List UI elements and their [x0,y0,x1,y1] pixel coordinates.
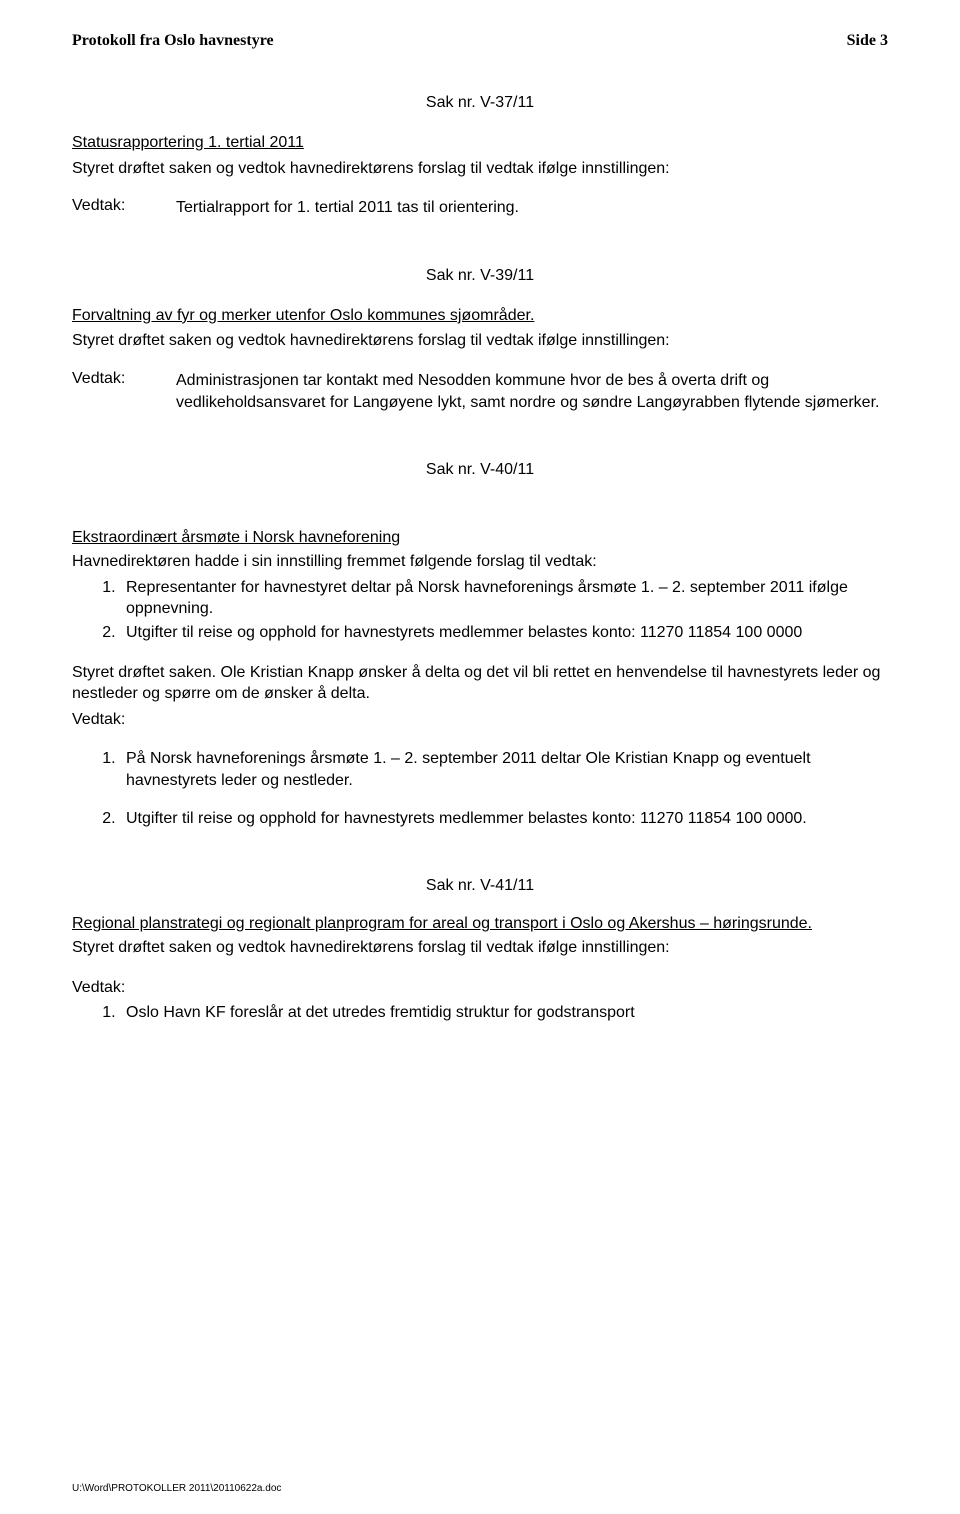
vedtak-row: Vedtak: Administrasjonen tar kontakt med… [72,370,888,413]
section-title: Ekstraordinært årsmøte i Norsk havnefore… [72,529,400,546]
section-body: Styret drøftet saken og vedtok havnedire… [72,330,888,352]
section-intro: Forvaltning av fyr og merker utenfor Osl… [72,305,888,327]
vedtak-label: Vedtak: [72,197,176,219]
vedtak-label: Vedtak: [72,709,888,731]
section-intro: Statusrapportering 1. tertial 2011 [72,132,888,154]
case-number: Sak nr. V-37/11 [72,94,888,112]
case-number: Sak nr. V-40/11 [72,461,888,479]
case-number: Sak nr. V-41/11 [72,877,888,895]
vedtak-list: På Norsk havneforenings årsmøte 1. – 2. … [72,748,888,829]
section-intro: Regional planstrategi og regionalt planp… [72,915,888,933]
case-number: Sak nr. V-39/11 [72,267,888,285]
vedtak-list: Oslo Havn KF foreslår at det utredes fre… [72,1002,888,1024]
list-item: Oslo Havn KF foreslår at det utredes fre… [120,1002,888,1024]
list-item: Utgifter til reise og opphold for havnes… [120,808,888,830]
list-item: Representanter for havnestyret deltar på… [120,577,888,620]
section-intro: Ekstraordinært årsmøte i Norsk havnefore… [72,529,888,547]
section-title: Forvaltning av fyr og merker utenfor Osl… [72,307,534,324]
document-page: Protokoll fra Oslo havnestyre Side 3 Sak… [0,0,960,1514]
header-right: Side 3 [847,32,888,50]
section-title: Statusrapportering 1. tertial 2011 [72,134,304,151]
section-body: Havnedirektøren hadde i sin innstilling … [72,551,888,573]
footer-path: U:\Word\PROTOKOLLER 2011\20110622a.doc [72,1483,281,1494]
vedtak-content: Administrasjonen tar kontakt med Nesodde… [176,370,888,413]
list-item: På Norsk havneforenings årsmøte 1. – 2. … [120,748,888,791]
vedtak-label: Vedtak: [72,370,176,413]
vedtak-row: Vedtak: Tertialrapport for 1. tertial 20… [72,197,888,219]
vedtak-label: Vedtak: [72,977,888,999]
section-title: Regional planstrategi og regionalt planp… [72,915,812,932]
proposal-list: Representanter for havnestyret deltar på… [72,577,888,644]
section-body: Styret drøftet saken. Ole Kristian Knapp… [72,662,888,705]
header-left: Protokoll fra Oslo havnestyre [72,32,274,50]
page-header: Protokoll fra Oslo havnestyre Side 3 [72,32,888,50]
section-body: Styret drøftet saken og vedtok havnedire… [72,158,888,180]
vedtak-content: Tertialrapport for 1. tertial 2011 tas t… [176,197,888,219]
section-body: Styret drøftet saken og vedtok havnedire… [72,937,888,959]
list-item: Utgifter til reise og opphold for havnes… [120,622,888,644]
